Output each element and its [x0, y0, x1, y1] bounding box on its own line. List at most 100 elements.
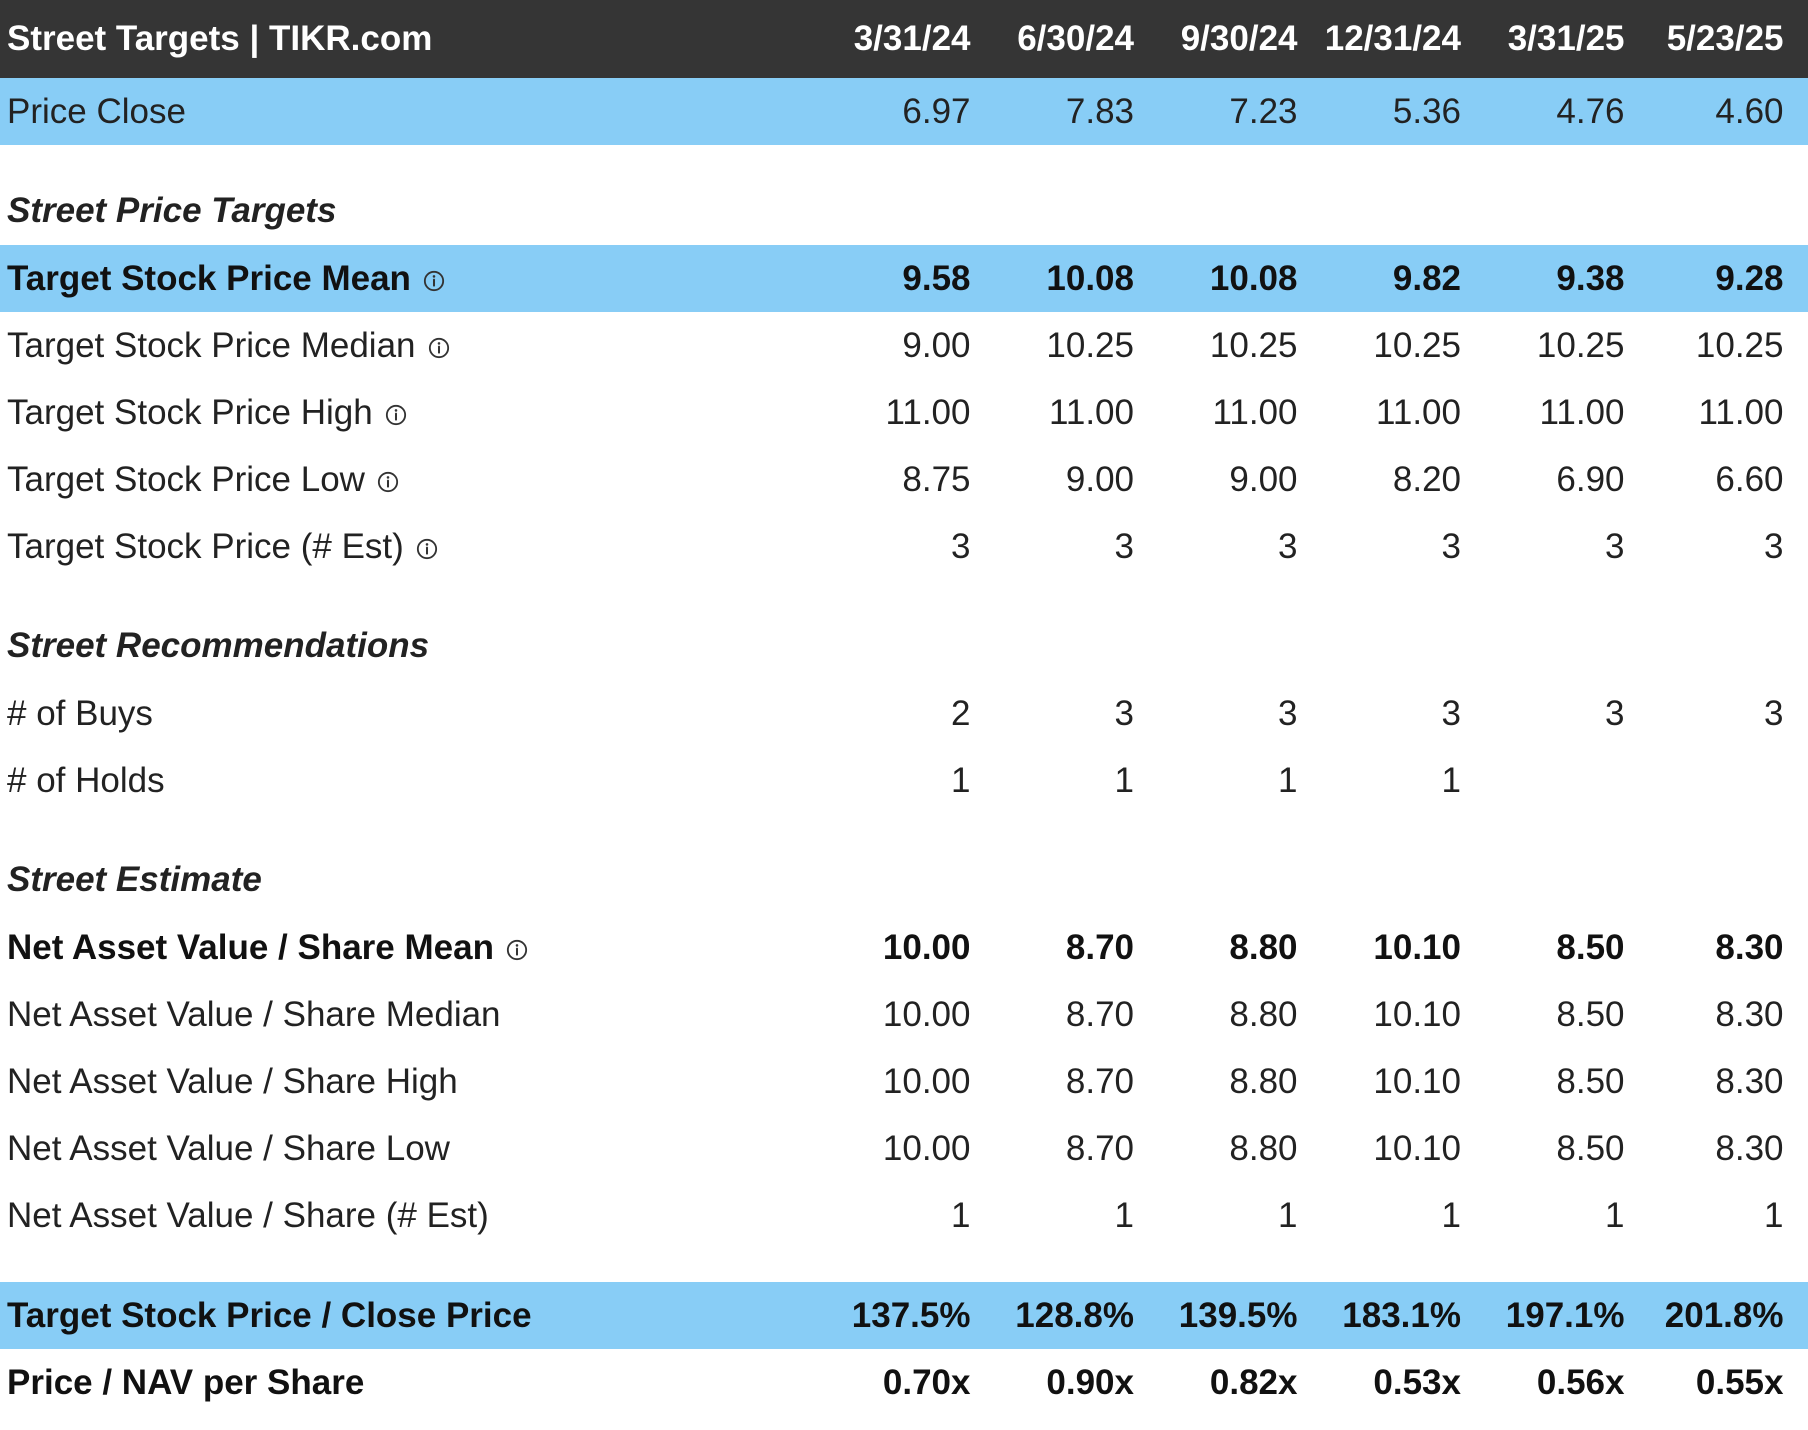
row-label: # of Holds — [7, 760, 165, 800]
nav-est-count-row: Net Asset Value / Share (# Est) 1 1 1 1 1 1 — [0, 1182, 1808, 1249]
table-cell: 1 — [951, 1195, 971, 1235]
table-cell: 10.00 — [882, 927, 971, 967]
row-label: Target Stock Price Low — [7, 459, 365, 499]
row-label-container: Target Stock Price (# Est) — [0, 527, 807, 567]
row-label-container: Target Stock Price Median — [0, 326, 807, 366]
table-cell: 11.00 — [1049, 392, 1134, 432]
holds-row: # of Holds 1 1 1 1 — [0, 747, 1808, 814]
column-header[interactable]: 6/30/24 — [1017, 19, 1134, 58]
table-cell: 3 — [1605, 526, 1625, 566]
column-header[interactable]: 3/31/25 — [1507, 19, 1625, 58]
info-icon[interactable] — [428, 337, 450, 359]
section-title: Street Recommendations — [7, 626, 430, 665]
buys-row: # of Buys 2 3 3 3 3 3 — [0, 680, 1808, 747]
info-icon[interactable] — [377, 471, 399, 493]
target-mean-row: Target Stock Price Mean 9.58 10.08 10.08 9.8… — [0, 245, 1808, 312]
table-cell: 10.08 — [1209, 258, 1298, 298]
table-cell: 139.5% — [1178, 1295, 1298, 1335]
section-title: Street Price Targets — [7, 191, 337, 230]
table-cell: 4.76 — [1556, 91, 1625, 131]
table-cell: 1 — [1114, 760, 1134, 800]
table-cell: 9.28 — [1715, 258, 1784, 298]
price-nav-row: Price / NAV per Share 0.70x 0.90x 0.82x 0.53… — [0, 1349, 1808, 1416]
row-label: Price / NAV per Share — [7, 1362, 365, 1402]
table-cell: 1 — [1441, 760, 1461, 800]
table-cell: 3 — [1441, 693, 1461, 733]
table-cell: 0.53x — [1373, 1362, 1461, 1402]
table-cell: 1 — [1278, 1195, 1298, 1235]
table-cell: 10.25 — [1209, 325, 1298, 365]
row-label: Target Stock Price (# Est) — [7, 526, 404, 566]
row-label-container: Price / NAV per Share — [0, 1363, 807, 1403]
column-header[interactable]: 5/23/25 — [1666, 19, 1784, 58]
target-low-row: Target Stock Price Low 8.75 9.00 9.00 8.20 6.… — [0, 446, 1808, 513]
table-cell: 8.70 — [1065, 994, 1134, 1034]
table-cell: 6.60 — [1715, 459, 1784, 499]
row-label-container: Net Asset Value / Share Median — [0, 995, 807, 1035]
table-cell: 5.36 — [1392, 91, 1461, 131]
row-label: # of Buys — [7, 693, 153, 733]
target-est-count-row: Target Stock Price (# Est) 3 3 3 3 3 3 — [0, 513, 1808, 580]
table-cell: 11.00 — [885, 392, 971, 432]
nav-median-row: Net Asset Value / Share Median 10.00 8.70 8… — [0, 981, 1808, 1048]
row-label-container: Target Stock Price / Close Price — [0, 1296, 807, 1336]
nav-high-row: Net Asset Value / Share High 10.00 8.70 8.8… — [0, 1048, 1808, 1115]
table-cell: 10.08 — [1046, 258, 1134, 298]
table-cell: 10.10 — [1373, 1128, 1461, 1168]
table-cell: 10.25 — [1536, 325, 1625, 365]
table-cell: 9.82 — [1392, 258, 1461, 298]
table-cell: 10.00 — [882, 1128, 971, 1168]
table-cell: 4.60 — [1715, 91, 1784, 131]
section-title-recommendations: Street Recommendations — [0, 580, 1808, 680]
table-cell: 8.70 — [1065, 1061, 1134, 1101]
table-cell: 6.90 — [1556, 459, 1625, 499]
table-cell: 11.00 — [1698, 392, 1784, 432]
row-label: Net Asset Value / Share High — [7, 1061, 458, 1101]
table-cell: 3 — [1278, 526, 1298, 566]
column-header[interactable]: 9/30/24 — [1180, 19, 1298, 58]
table-cell: 183.1% — [1342, 1295, 1461, 1335]
table-cell: 128.8% — [1015, 1295, 1134, 1335]
table-cell: 10.00 — [882, 1061, 971, 1101]
row-label: Net Asset Value / Share (# Est) — [7, 1195, 489, 1235]
row-label: Target Stock Price High — [7, 392, 373, 432]
table-cell: 0.55x — [1695, 1362, 1784, 1402]
table-cell: 10.10 — [1373, 994, 1461, 1034]
table-cell: 8.80 — [1229, 1061, 1298, 1101]
info-icon[interactable] — [416, 538, 438, 560]
table-cell: 1 — [1605, 1195, 1625, 1235]
table-cell: 3 — [1605, 693, 1625, 733]
column-header[interactable]: 3/31/24 — [853, 19, 971, 58]
target-close-ratio-row: Target Stock Price / Close Price 137.5% 12… — [0, 1282, 1808, 1349]
row-label: Target Stock Price Median — [7, 325, 416, 365]
column-header[interactable]: 12/31/24 — [1324, 19, 1461, 58]
table-cell: 8.80 — [1229, 927, 1298, 967]
table-cell: 8.70 — [1065, 1128, 1134, 1168]
table-cell: 137.5% — [851, 1295, 971, 1335]
table-cell: 8.20 — [1392, 459, 1461, 499]
row-label: Net Asset Value / Share Low — [7, 1128, 450, 1168]
spacer — [0, 1249, 1808, 1282]
table-cell: 10.25 — [1373, 325, 1461, 365]
table-cell: 10.25 — [1046, 325, 1134, 365]
row-label-container: # of Holds — [0, 761, 807, 801]
table-cell: 2 — [951, 693, 971, 733]
row-label-container: Net Asset Value / Share Mean — [0, 928, 807, 968]
table-cell: 8.30 — [1715, 994, 1784, 1034]
info-icon[interactable] — [423, 270, 445, 292]
table-cell: 1 — [1764, 1195, 1784, 1235]
header-row: Street Targets | TIKR.com 3/31/24 6/30/2… — [0, 0, 1808, 78]
table-cell: 8.75 — [902, 459, 971, 499]
table-cell: 0.90x — [1046, 1362, 1134, 1402]
row-label-container: Target Stock Price High — [0, 393, 807, 433]
section-title-price-targets: Street Price Targets — [0, 145, 1808, 245]
table-cell: 9.00 — [1065, 459, 1134, 499]
table-cell: 11.00 — [1376, 392, 1461, 432]
info-icon[interactable] — [385, 404, 407, 426]
table-cell: 10.10 — [1373, 1061, 1461, 1101]
target-high-row: Target Stock Price High 11.00 11.00 11.00 11… — [0, 379, 1808, 446]
row-label: Target Stock Price / Close Price — [7, 1295, 532, 1335]
table-cell: 3 — [1441, 526, 1461, 566]
info-icon[interactable] — [506, 939, 528, 961]
table-cell: 6.97 — [902, 91, 971, 131]
